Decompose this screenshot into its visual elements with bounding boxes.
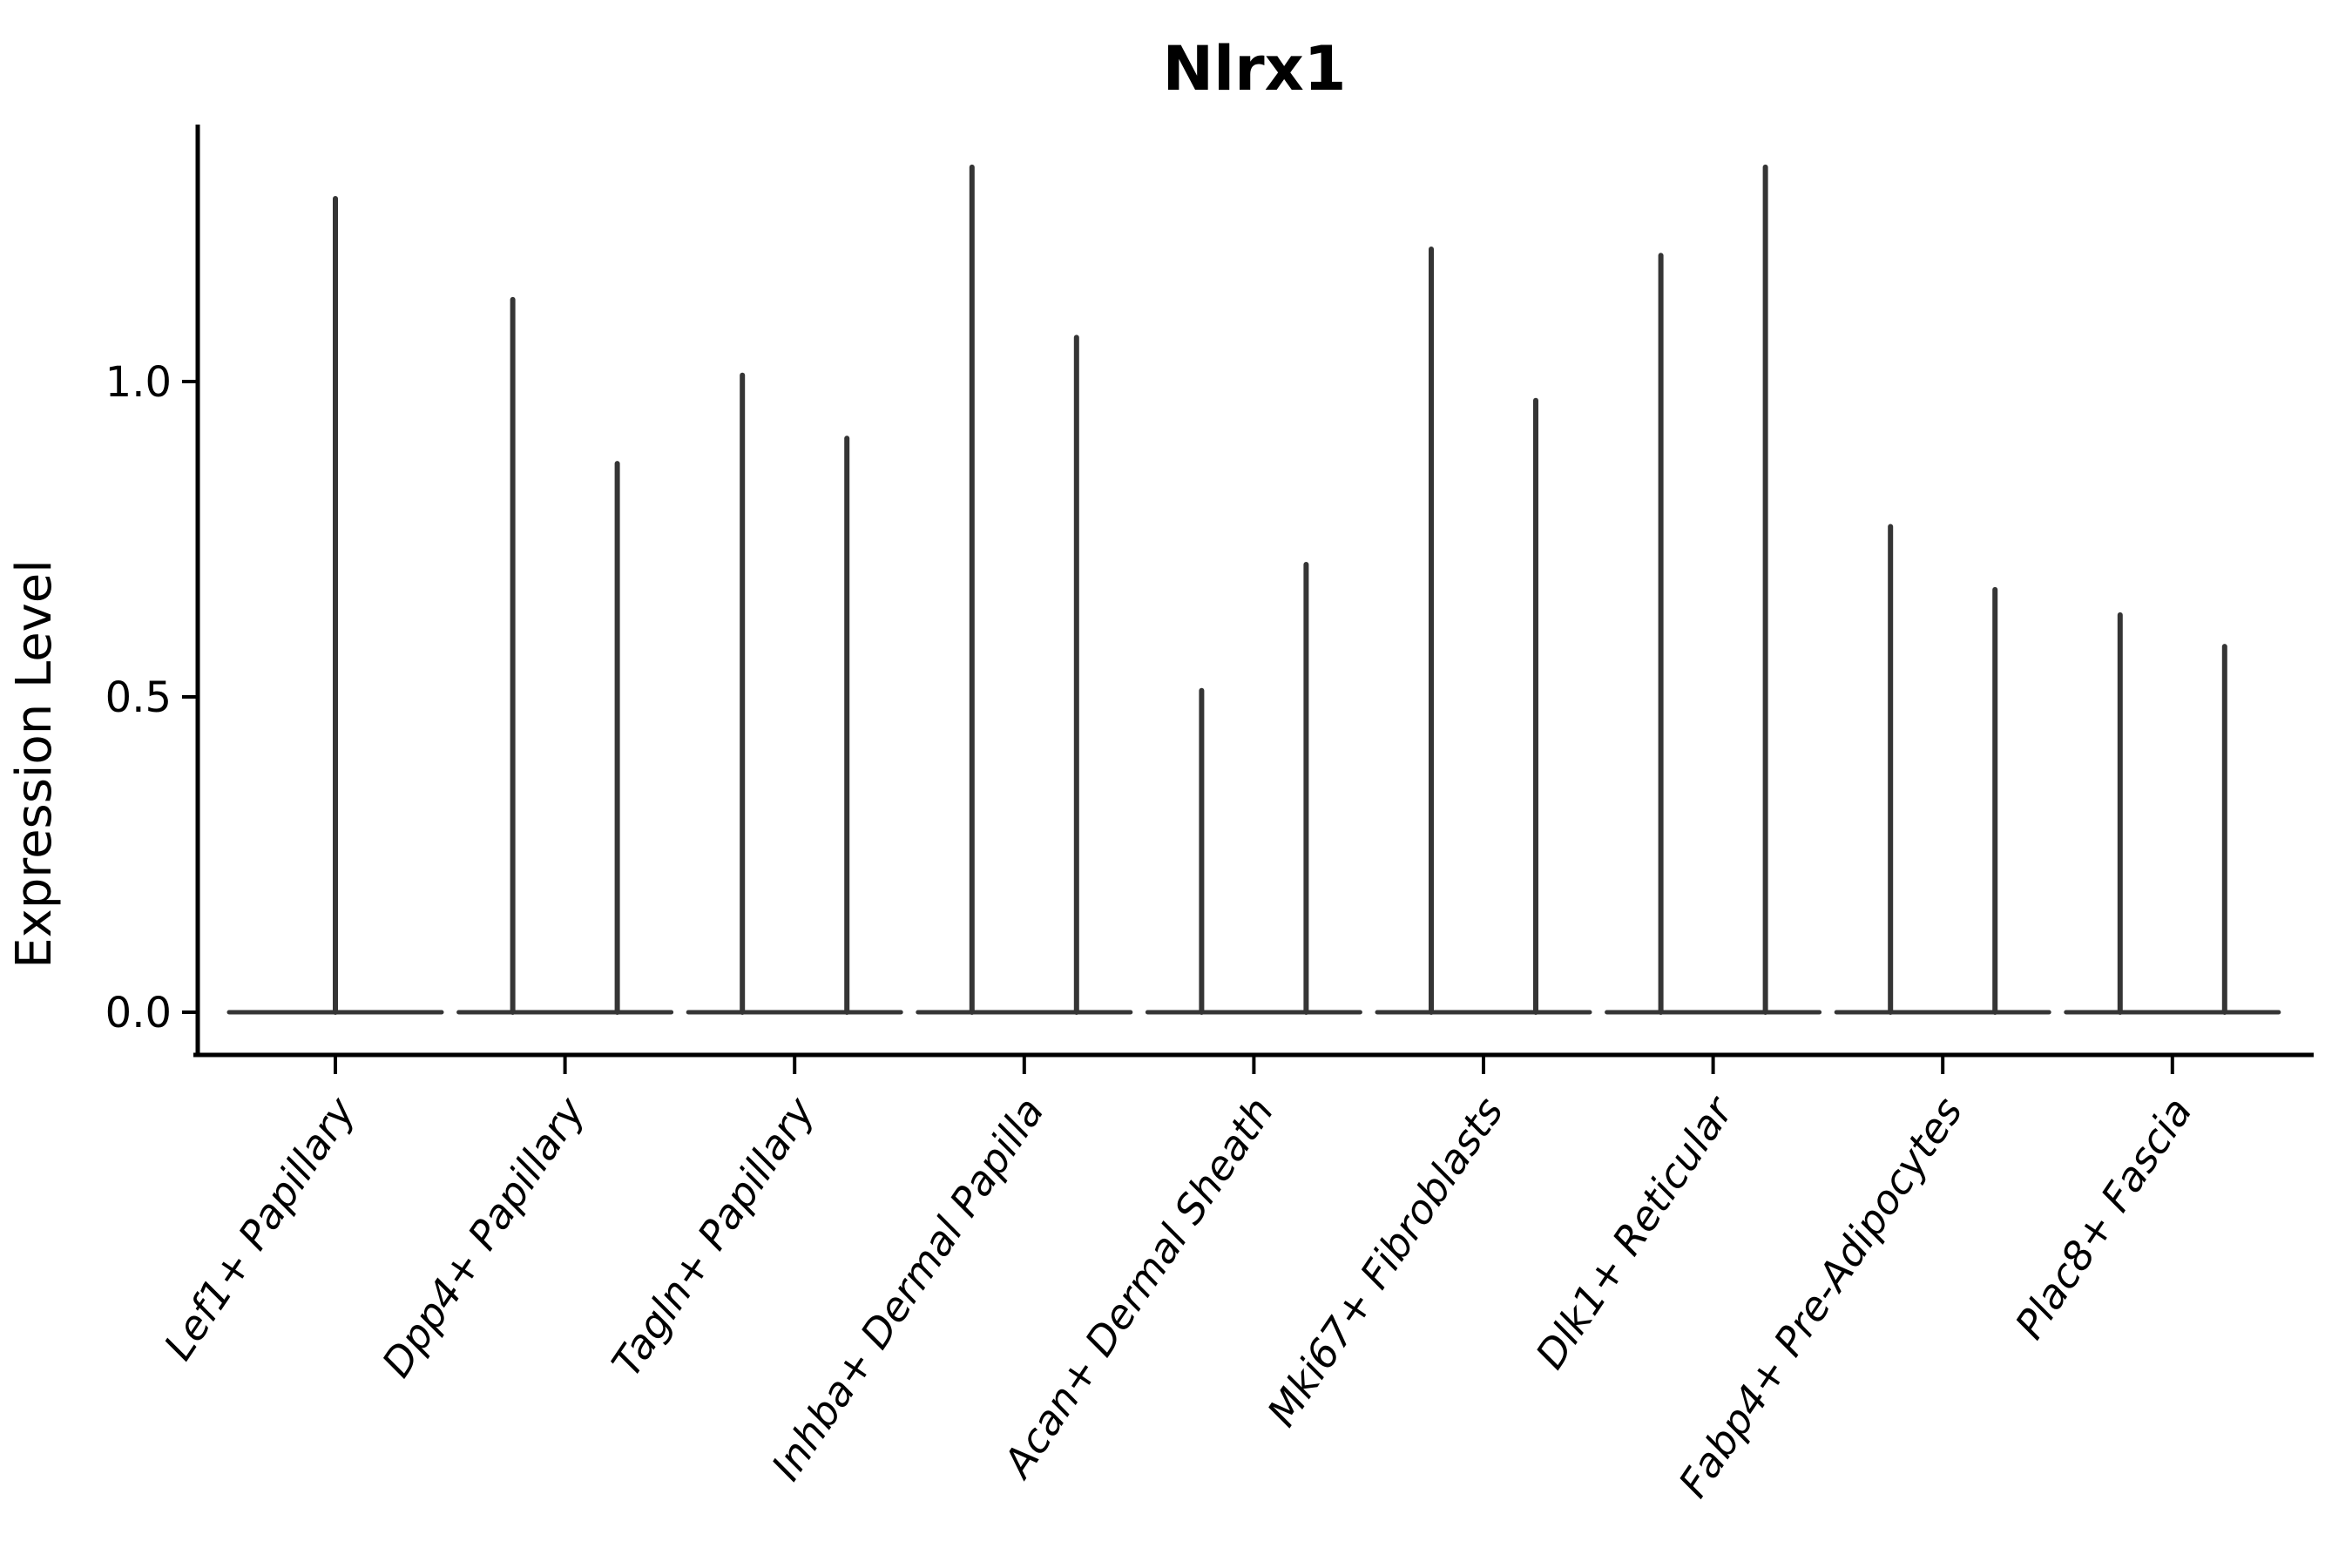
x-category-label: Inhba+ Dermal Papilla xyxy=(762,1089,1053,1489)
y-tick-label: 0.5 xyxy=(105,673,172,722)
x-category-label: Mki67+ Fibroblasts xyxy=(1258,1089,1512,1435)
x-category-label: Lef1+ Papillary xyxy=(154,1088,364,1368)
x-category-label: Plac8+ Fascia xyxy=(2005,1089,2200,1348)
y-axis-label: Expression Level xyxy=(6,559,63,969)
x-category-label: Dpp4+ Papillary xyxy=(373,1088,594,1385)
y-tick-label: 0.0 xyxy=(105,989,172,1037)
chart-title: Nlrx1 xyxy=(1163,33,1347,105)
y-tick-label: 1.0 xyxy=(105,358,172,407)
x-category-label: Acan+ Dermal Sheath xyxy=(993,1089,1283,1487)
x-category-label: Dlk1+ Reticular xyxy=(1526,1086,1743,1376)
x-category-label: Tagln+ Papillary xyxy=(603,1088,824,1385)
